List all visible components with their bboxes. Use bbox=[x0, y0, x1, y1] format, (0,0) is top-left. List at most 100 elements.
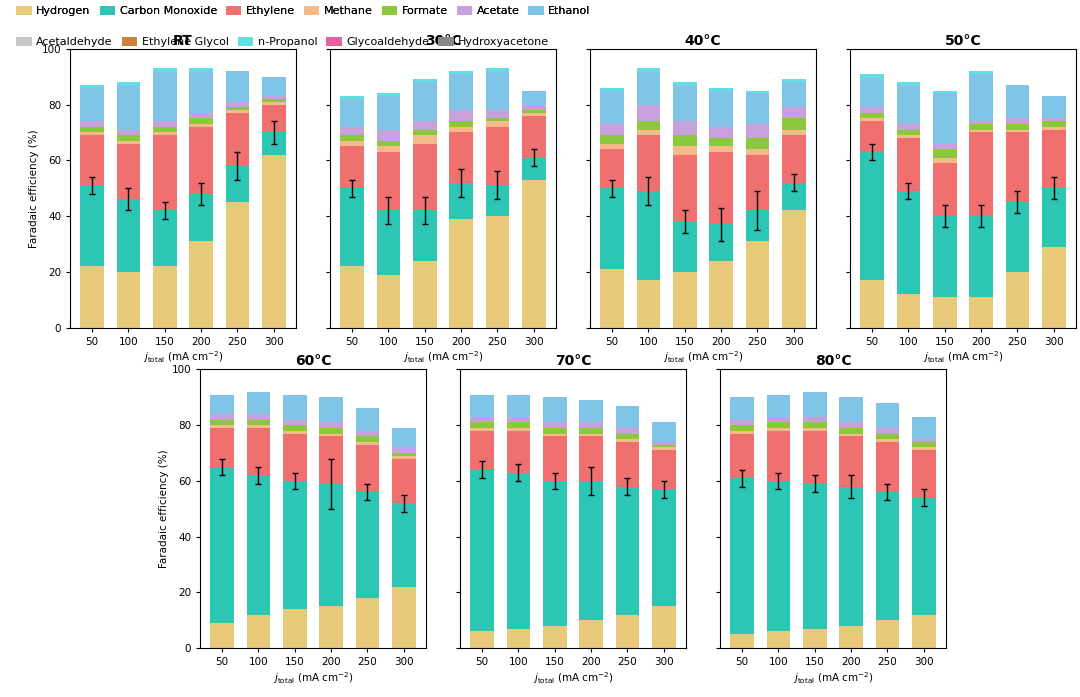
Bar bbox=[449, 121, 473, 127]
Bar bbox=[211, 467, 234, 623]
Bar bbox=[673, 135, 697, 146]
Bar bbox=[522, 105, 545, 110]
Legend: Acetaldehyde, Ethylene Glycol, n-Propanol, Glycoaldehyde, Hydroxyacetone: Acetaldehyde, Ethylene Glycol, n-Propano… bbox=[16, 37, 549, 47]
Bar bbox=[767, 395, 791, 417]
Title: 40°C: 40°C bbox=[685, 33, 721, 47]
Bar bbox=[745, 91, 769, 93]
Bar bbox=[320, 397, 343, 422]
Bar bbox=[262, 105, 285, 132]
Bar bbox=[320, 436, 343, 484]
Bar bbox=[616, 406, 639, 428]
Bar bbox=[730, 425, 754, 431]
Bar bbox=[340, 266, 364, 328]
Bar bbox=[377, 152, 401, 210]
Bar bbox=[636, 105, 660, 121]
Bar bbox=[80, 121, 104, 127]
Bar bbox=[413, 210, 436, 261]
Bar bbox=[413, 130, 436, 135]
Bar bbox=[449, 110, 473, 121]
Title: 80°C: 80°C bbox=[814, 354, 851, 368]
Bar bbox=[189, 127, 213, 194]
Bar bbox=[449, 132, 473, 183]
Bar bbox=[673, 272, 697, 328]
Bar bbox=[600, 91, 624, 124]
Bar bbox=[673, 155, 697, 222]
Bar bbox=[710, 152, 733, 224]
Bar bbox=[970, 130, 993, 132]
Bar bbox=[486, 185, 510, 216]
Bar bbox=[507, 417, 530, 422]
X-axis label: $j_\mathrm{total}$ (mA cm$^{-2}$): $j_\mathrm{total}$ (mA cm$^{-2}$) bbox=[662, 349, 743, 365]
Legend: Hydrogen, Carbon Monoxide, Ethylene, Methane, Formate, Acetate, Ethanol: Hydrogen, Carbon Monoxide, Ethylene, Met… bbox=[16, 6, 591, 16]
Bar bbox=[413, 121, 436, 130]
Bar bbox=[861, 152, 883, 280]
Bar bbox=[710, 88, 733, 91]
Bar bbox=[933, 91, 957, 93]
Bar bbox=[283, 395, 307, 420]
Bar bbox=[896, 138, 920, 191]
Bar bbox=[117, 144, 140, 199]
Bar bbox=[392, 447, 416, 453]
Bar bbox=[486, 68, 510, 71]
Bar bbox=[211, 395, 234, 414]
Bar bbox=[839, 434, 863, 436]
Bar bbox=[543, 422, 567, 428]
Bar bbox=[745, 241, 769, 328]
Bar bbox=[226, 71, 249, 102]
Bar bbox=[933, 297, 957, 328]
Bar bbox=[320, 422, 343, 428]
Bar bbox=[153, 266, 176, 328]
Bar bbox=[117, 272, 140, 328]
Bar bbox=[470, 395, 494, 417]
Bar bbox=[392, 587, 416, 648]
Bar bbox=[470, 470, 494, 631]
X-axis label: $j_\mathrm{total}$ (mA cm$^{-2}$): $j_\mathrm{total}$ (mA cm$^{-2}$) bbox=[272, 670, 353, 686]
Bar bbox=[80, 127, 104, 132]
Bar bbox=[377, 130, 401, 141]
Bar bbox=[80, 135, 104, 185]
Bar bbox=[652, 606, 676, 648]
Bar bbox=[782, 130, 806, 135]
Bar bbox=[782, 210, 806, 328]
Bar bbox=[246, 428, 270, 475]
Title: 60°C: 60°C bbox=[295, 354, 332, 368]
Bar bbox=[377, 275, 401, 328]
Bar bbox=[262, 77, 285, 96]
Bar bbox=[262, 155, 285, 328]
Bar bbox=[283, 481, 307, 609]
Bar bbox=[226, 166, 249, 202]
Bar bbox=[340, 135, 364, 141]
Bar bbox=[970, 216, 993, 297]
Bar bbox=[377, 210, 401, 275]
Bar bbox=[1005, 272, 1029, 328]
Bar bbox=[522, 91, 545, 105]
Bar bbox=[522, 110, 545, 113]
Bar bbox=[283, 609, 307, 648]
Bar bbox=[449, 183, 473, 219]
Bar bbox=[861, 121, 883, 152]
Bar bbox=[673, 222, 697, 272]
Bar bbox=[802, 629, 826, 648]
Bar bbox=[896, 85, 920, 124]
Bar bbox=[246, 414, 270, 420]
Bar bbox=[1042, 121, 1066, 127]
Bar bbox=[782, 118, 806, 130]
X-axis label: $j_\mathrm{total}$ (mA cm$^{-2}$): $j_\mathrm{total}$ (mA cm$^{-2}$) bbox=[793, 670, 874, 686]
Bar bbox=[449, 71, 473, 74]
Bar bbox=[153, 135, 176, 210]
Bar bbox=[970, 132, 993, 216]
Bar bbox=[189, 118, 213, 124]
Bar bbox=[767, 417, 791, 422]
Bar bbox=[117, 82, 140, 85]
Bar bbox=[652, 447, 676, 450]
Bar bbox=[449, 127, 473, 132]
Bar bbox=[283, 420, 307, 425]
Bar bbox=[673, 85, 697, 121]
Bar bbox=[246, 475, 270, 615]
Bar bbox=[896, 130, 920, 135]
Bar bbox=[117, 141, 140, 144]
Bar bbox=[522, 116, 545, 158]
Bar bbox=[392, 459, 416, 503]
Bar bbox=[226, 113, 249, 166]
Bar bbox=[652, 450, 676, 489]
